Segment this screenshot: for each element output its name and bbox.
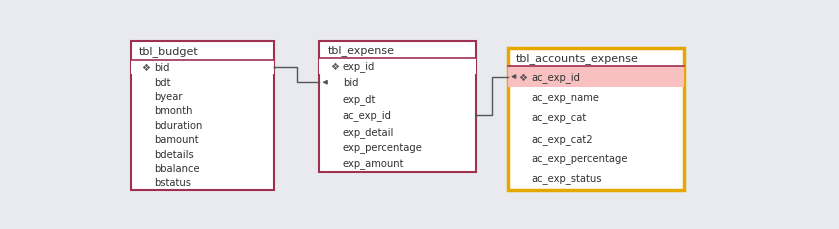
Text: ❖: ❖: [519, 72, 528, 82]
Text: ac_exp_status: ac_exp_status: [531, 174, 602, 185]
Text: bamount: bamount: [154, 135, 199, 144]
Text: tbl_accounts_expense: tbl_accounts_expense: [516, 52, 638, 63]
Text: bduration: bduration: [154, 120, 203, 130]
Text: bdetails: bdetails: [154, 149, 194, 159]
Text: ac_exp_cat: ac_exp_cat: [531, 113, 586, 123]
Text: ac_exp_percentage: ac_exp_percentage: [531, 154, 628, 164]
Text: bdt: bdt: [154, 77, 171, 87]
Text: exp_id: exp_id: [343, 61, 375, 72]
Bar: [320, 42, 476, 172]
Bar: [320, 59, 476, 75]
Text: tbl_budget: tbl_budget: [138, 46, 199, 57]
Bar: [131, 42, 274, 190]
Text: bid: bid: [154, 63, 169, 73]
Text: bid: bid: [343, 78, 358, 88]
Text: exp_amount: exp_amount: [343, 159, 404, 169]
Text: tbl_expense: tbl_expense: [327, 45, 394, 55]
Text: bbalance: bbalance: [154, 163, 200, 173]
Bar: [508, 49, 684, 190]
Text: byear: byear: [154, 92, 183, 102]
Text: exp_detail: exp_detail: [343, 126, 394, 137]
Text: ac_exp_name: ac_exp_name: [531, 93, 599, 103]
Text: exp_dt: exp_dt: [343, 94, 376, 104]
Text: ❖: ❖: [330, 62, 339, 72]
Bar: [508, 67, 684, 87]
Text: ac_exp_id: ac_exp_id: [531, 72, 581, 83]
Text: bstatus: bstatus: [154, 177, 191, 188]
Bar: [131, 61, 274, 75]
Text: ❖: ❖: [141, 63, 150, 73]
Text: ac_exp_cat2: ac_exp_cat2: [531, 133, 593, 144]
Text: bmonth: bmonth: [154, 106, 193, 116]
Text: ac_exp_id: ac_exp_id: [343, 110, 392, 121]
Text: exp_percentage: exp_percentage: [343, 143, 423, 153]
